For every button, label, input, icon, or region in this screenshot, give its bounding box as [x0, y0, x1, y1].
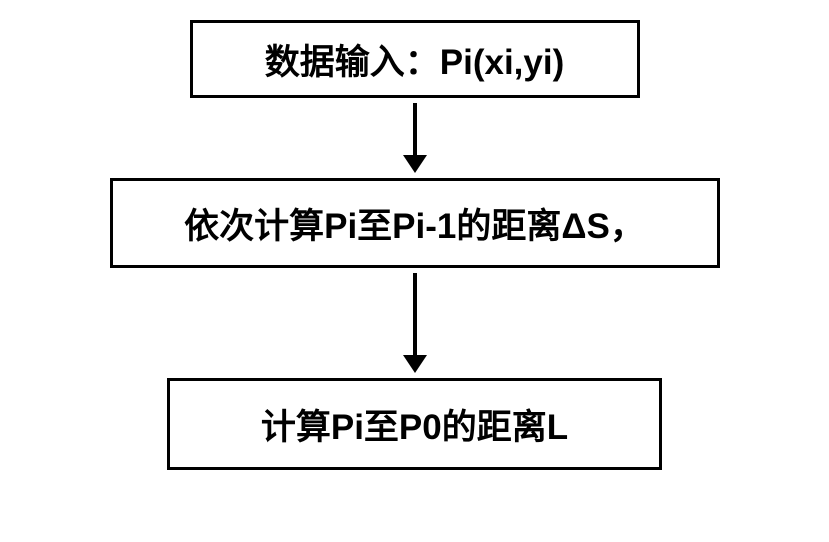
arrow-line — [413, 103, 417, 155]
node-text: 依次计算Pi至Pi-1的距离ΔS， — [184, 198, 645, 249]
arrow-down-icon — [403, 103, 427, 173]
arrow-head — [403, 155, 427, 173]
node-text: 计算Pi至P0的距离L — [261, 399, 568, 450]
flowchart-node-input: 数据输入：Pi(xi,yi) — [190, 20, 640, 98]
flowchart-container: 数据输入：Pi(xi,yi) 依次计算Pi至Pi-1的距离ΔS， 计算Pi至P0… — [110, 20, 720, 470]
flowchart-node-calculate-distance: 计算Pi至P0的距离L — [167, 378, 662, 470]
node-text: 数据输入：Pi(xi,yi) — [265, 34, 564, 85]
arrow-head — [403, 355, 427, 373]
arrow-down-icon — [403, 273, 427, 373]
flowchart-node-calculate-delta: 依次计算Pi至Pi-1的距离ΔS， — [110, 178, 720, 268]
arrow-line — [413, 273, 417, 355]
